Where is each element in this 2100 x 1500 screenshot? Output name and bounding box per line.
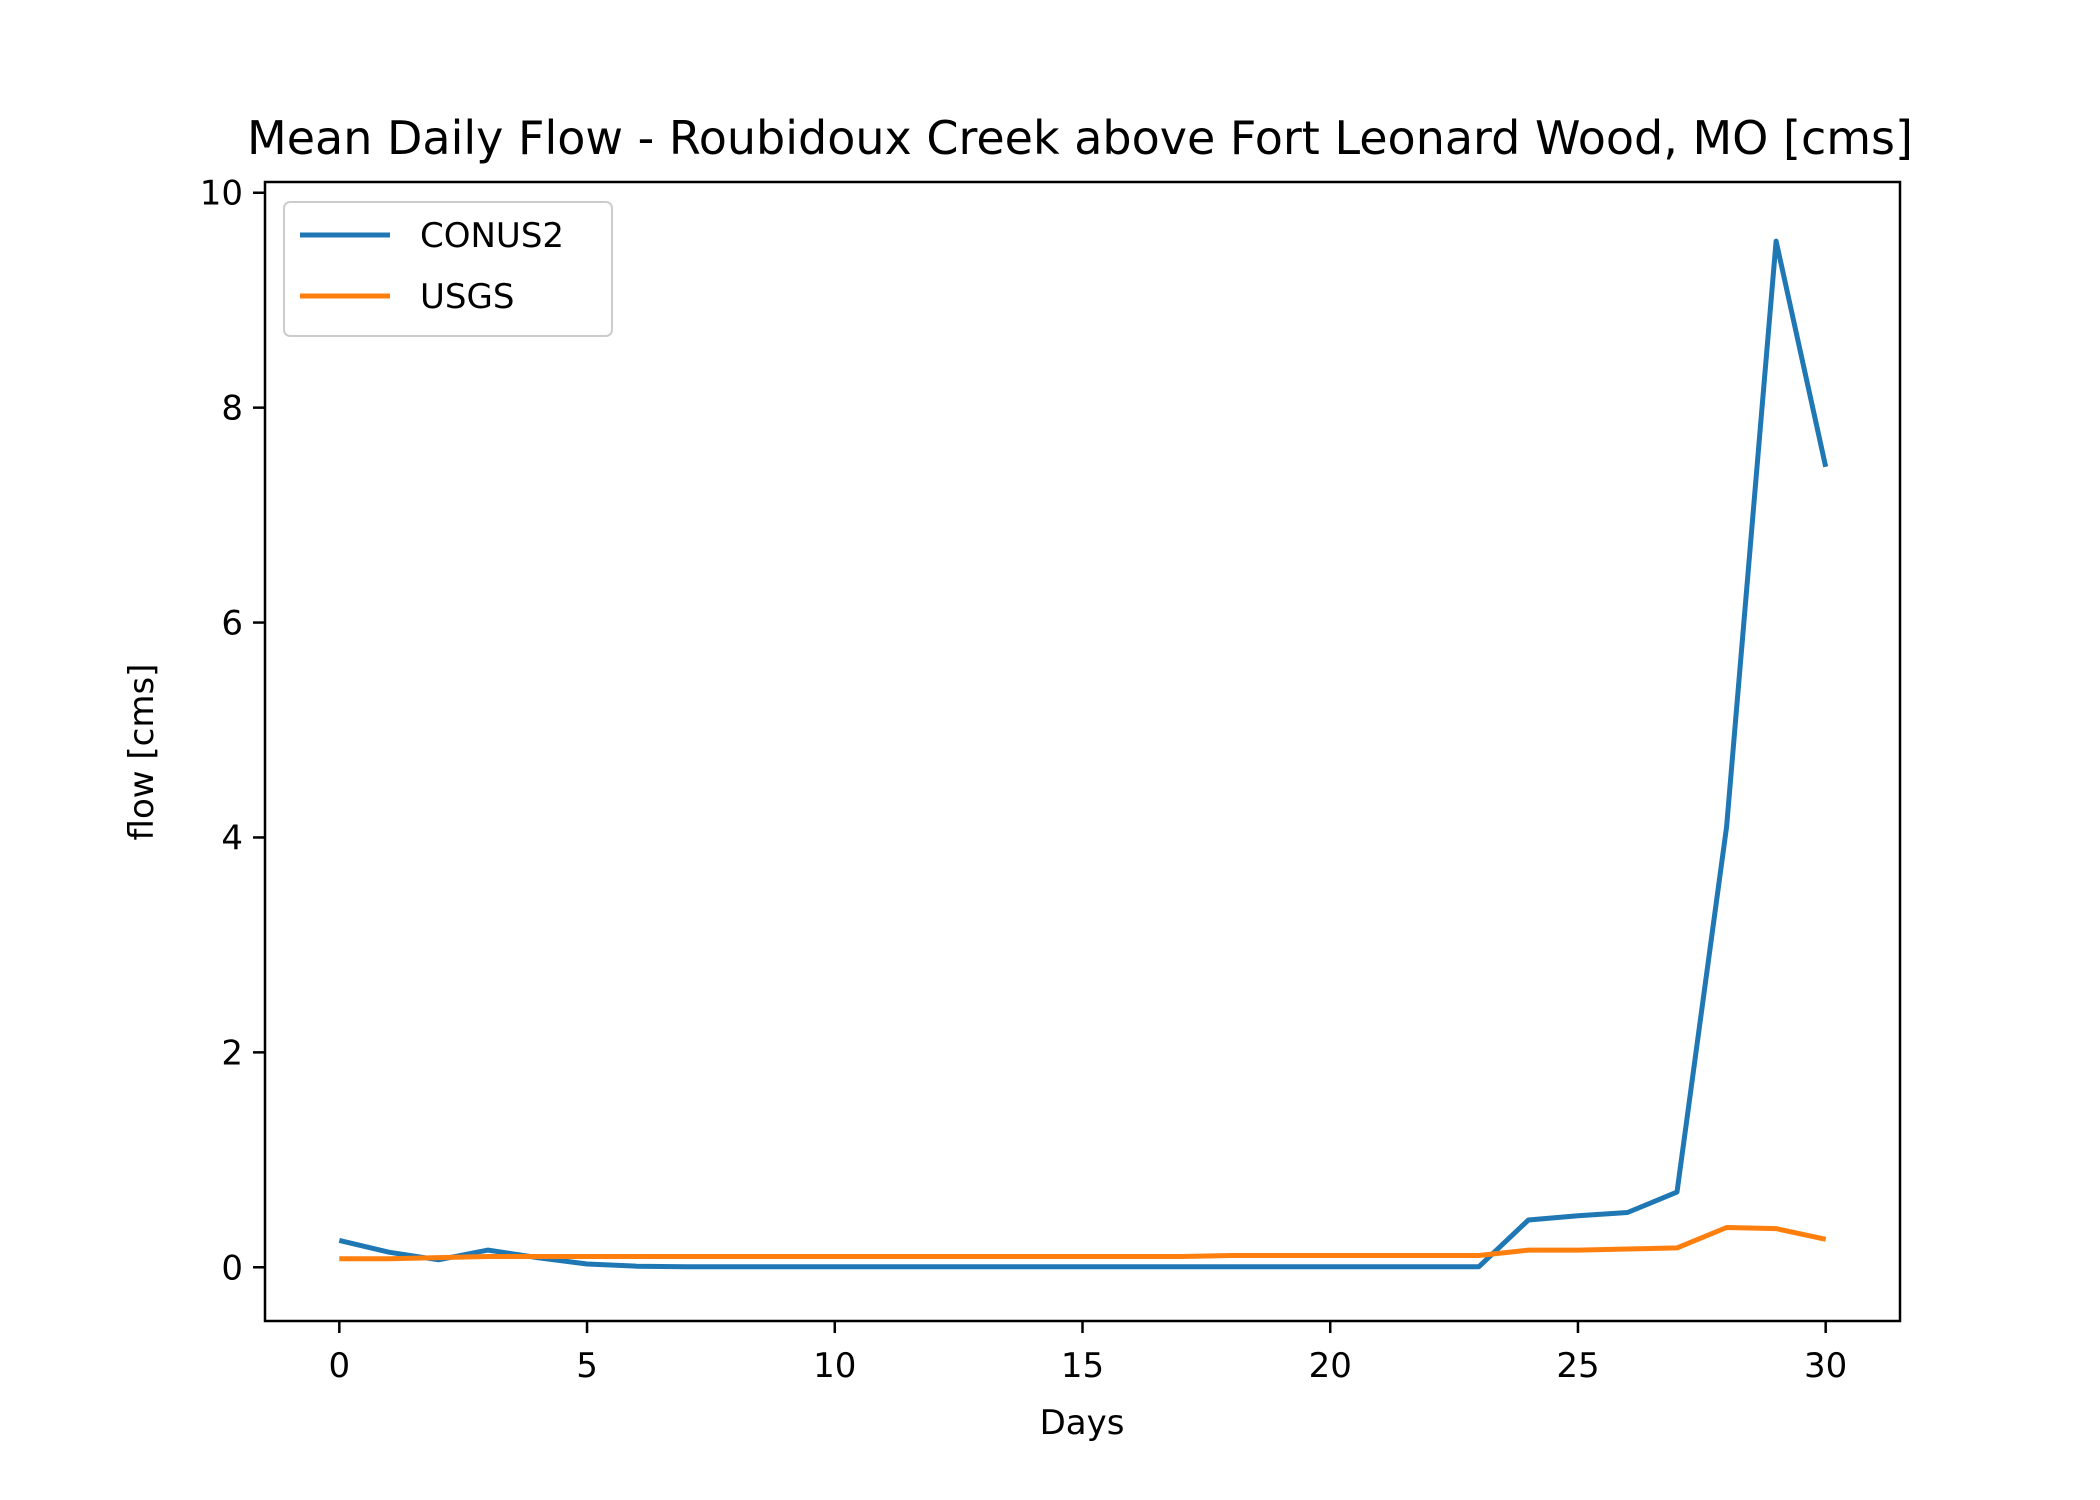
x-axis-label: Days <box>1040 1403 1125 1443</box>
y-tick-label: 10 <box>200 174 243 214</box>
y-axis-ticks: 0 2 4 6 8 10 <box>200 174 265 1288</box>
x-tick-label: 15 <box>1061 1346 1104 1386</box>
legend-label-usgs: USGS <box>420 277 514 317</box>
x-tick-label: 5 <box>576 1346 598 1386</box>
chart-title: Mean Daily Flow - Roubidoux Creek above … <box>247 111 1913 165</box>
plot-area <box>338 238 1829 1270</box>
legend-label-conus2: CONUS2 <box>420 216 564 256</box>
y-tick-label: 0 <box>221 1248 243 1288</box>
x-tick-label: 20 <box>1309 1346 1352 1386</box>
x-tick-label: 25 <box>1556 1346 1599 1386</box>
y-tick-label: 4 <box>221 818 243 858</box>
series-line-conus2 <box>338 238 1829 1270</box>
y-tick-label: 2 <box>221 1033 243 1073</box>
x-tick-label: 0 <box>328 1346 350 1386</box>
x-axis-ticks: 0 5 10 15 20 25 30 <box>328 1321 1847 1386</box>
series-line-usgs <box>339 1225 1827 1262</box>
legend: CONUS2 USGS <box>283 201 613 337</box>
x-tick-label: 10 <box>813 1346 856 1386</box>
y-tick-label: 6 <box>221 604 243 644</box>
y-tick-label: 8 <box>221 389 243 429</box>
x-tick-label: 30 <box>1804 1346 1847 1386</box>
y-axis-label: flow [cms] <box>122 664 162 841</box>
